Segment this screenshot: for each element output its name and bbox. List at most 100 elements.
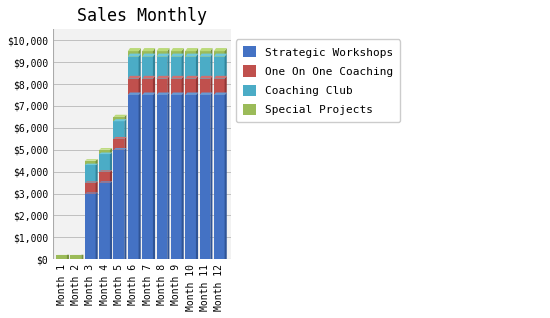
Polygon shape bbox=[167, 93, 169, 259]
Polygon shape bbox=[224, 54, 227, 79]
Polygon shape bbox=[85, 164, 98, 165]
Polygon shape bbox=[200, 54, 212, 57]
Polygon shape bbox=[128, 93, 141, 95]
FancyBboxPatch shape bbox=[85, 165, 96, 183]
Polygon shape bbox=[167, 48, 169, 57]
Polygon shape bbox=[139, 48, 141, 57]
FancyBboxPatch shape bbox=[185, 95, 196, 259]
Polygon shape bbox=[142, 48, 155, 51]
Polygon shape bbox=[85, 192, 98, 194]
FancyBboxPatch shape bbox=[85, 161, 96, 165]
Polygon shape bbox=[182, 54, 184, 79]
Polygon shape bbox=[67, 255, 69, 259]
FancyBboxPatch shape bbox=[157, 95, 167, 259]
Polygon shape bbox=[171, 54, 184, 57]
Polygon shape bbox=[210, 76, 212, 95]
Polygon shape bbox=[96, 181, 98, 194]
Title: Sales Monthly: Sales Monthly bbox=[77, 7, 207, 25]
Polygon shape bbox=[113, 137, 127, 139]
FancyBboxPatch shape bbox=[99, 183, 110, 259]
FancyBboxPatch shape bbox=[185, 79, 196, 95]
Polygon shape bbox=[128, 54, 141, 57]
FancyBboxPatch shape bbox=[99, 150, 110, 154]
Polygon shape bbox=[224, 48, 227, 57]
Polygon shape bbox=[182, 48, 184, 57]
Polygon shape bbox=[124, 115, 126, 121]
Polygon shape bbox=[214, 76, 227, 79]
FancyBboxPatch shape bbox=[142, 95, 153, 259]
FancyBboxPatch shape bbox=[85, 183, 96, 194]
Polygon shape bbox=[128, 48, 141, 51]
Polygon shape bbox=[124, 137, 126, 150]
Polygon shape bbox=[142, 54, 155, 57]
FancyBboxPatch shape bbox=[214, 51, 224, 57]
FancyBboxPatch shape bbox=[128, 79, 139, 95]
Polygon shape bbox=[157, 76, 169, 79]
Polygon shape bbox=[196, 93, 198, 259]
Polygon shape bbox=[99, 153, 112, 154]
Polygon shape bbox=[182, 76, 184, 95]
Polygon shape bbox=[99, 170, 112, 172]
Polygon shape bbox=[214, 48, 227, 51]
Polygon shape bbox=[124, 148, 126, 259]
Polygon shape bbox=[124, 119, 126, 139]
FancyBboxPatch shape bbox=[56, 255, 67, 259]
Polygon shape bbox=[139, 54, 141, 79]
FancyBboxPatch shape bbox=[128, 57, 139, 79]
Polygon shape bbox=[99, 148, 112, 150]
FancyBboxPatch shape bbox=[142, 79, 153, 95]
FancyBboxPatch shape bbox=[214, 79, 224, 95]
Polygon shape bbox=[210, 48, 212, 57]
Polygon shape bbox=[210, 54, 212, 79]
FancyBboxPatch shape bbox=[200, 79, 210, 95]
FancyBboxPatch shape bbox=[99, 172, 110, 183]
Polygon shape bbox=[214, 93, 227, 95]
Polygon shape bbox=[153, 76, 155, 95]
Polygon shape bbox=[99, 181, 112, 183]
FancyBboxPatch shape bbox=[99, 154, 110, 172]
FancyBboxPatch shape bbox=[142, 51, 153, 57]
Polygon shape bbox=[85, 159, 98, 161]
Polygon shape bbox=[167, 54, 169, 79]
Polygon shape bbox=[110, 153, 112, 172]
Polygon shape bbox=[196, 76, 198, 95]
FancyBboxPatch shape bbox=[200, 95, 210, 259]
FancyBboxPatch shape bbox=[142, 57, 153, 79]
FancyBboxPatch shape bbox=[157, 51, 167, 57]
Polygon shape bbox=[200, 76, 212, 79]
Polygon shape bbox=[110, 170, 112, 183]
FancyBboxPatch shape bbox=[128, 95, 139, 259]
Polygon shape bbox=[139, 93, 141, 259]
Polygon shape bbox=[113, 115, 127, 117]
Polygon shape bbox=[153, 93, 155, 259]
FancyBboxPatch shape bbox=[70, 255, 81, 259]
Polygon shape bbox=[153, 54, 155, 79]
FancyBboxPatch shape bbox=[157, 79, 167, 95]
Polygon shape bbox=[113, 119, 127, 121]
Polygon shape bbox=[167, 76, 169, 95]
Polygon shape bbox=[214, 54, 227, 57]
FancyBboxPatch shape bbox=[200, 57, 210, 79]
Polygon shape bbox=[96, 159, 98, 165]
Polygon shape bbox=[182, 93, 184, 259]
Polygon shape bbox=[153, 48, 155, 57]
FancyBboxPatch shape bbox=[157, 57, 167, 79]
Polygon shape bbox=[210, 93, 212, 259]
FancyBboxPatch shape bbox=[171, 79, 182, 95]
Polygon shape bbox=[185, 76, 198, 79]
Polygon shape bbox=[157, 93, 169, 95]
Legend: Strategic Workshops, One On One Coaching, Coaching Club, Special Projects: Strategic Workshops, One On One Coaching… bbox=[236, 39, 400, 122]
Polygon shape bbox=[171, 93, 184, 95]
Polygon shape bbox=[113, 148, 127, 150]
FancyBboxPatch shape bbox=[113, 150, 124, 259]
Polygon shape bbox=[96, 164, 98, 183]
Polygon shape bbox=[185, 48, 198, 51]
FancyBboxPatch shape bbox=[185, 57, 196, 79]
FancyBboxPatch shape bbox=[171, 51, 182, 57]
Polygon shape bbox=[81, 255, 84, 259]
Polygon shape bbox=[96, 192, 98, 259]
Polygon shape bbox=[128, 76, 141, 79]
FancyBboxPatch shape bbox=[214, 95, 224, 259]
Polygon shape bbox=[224, 93, 227, 259]
Polygon shape bbox=[142, 93, 155, 95]
